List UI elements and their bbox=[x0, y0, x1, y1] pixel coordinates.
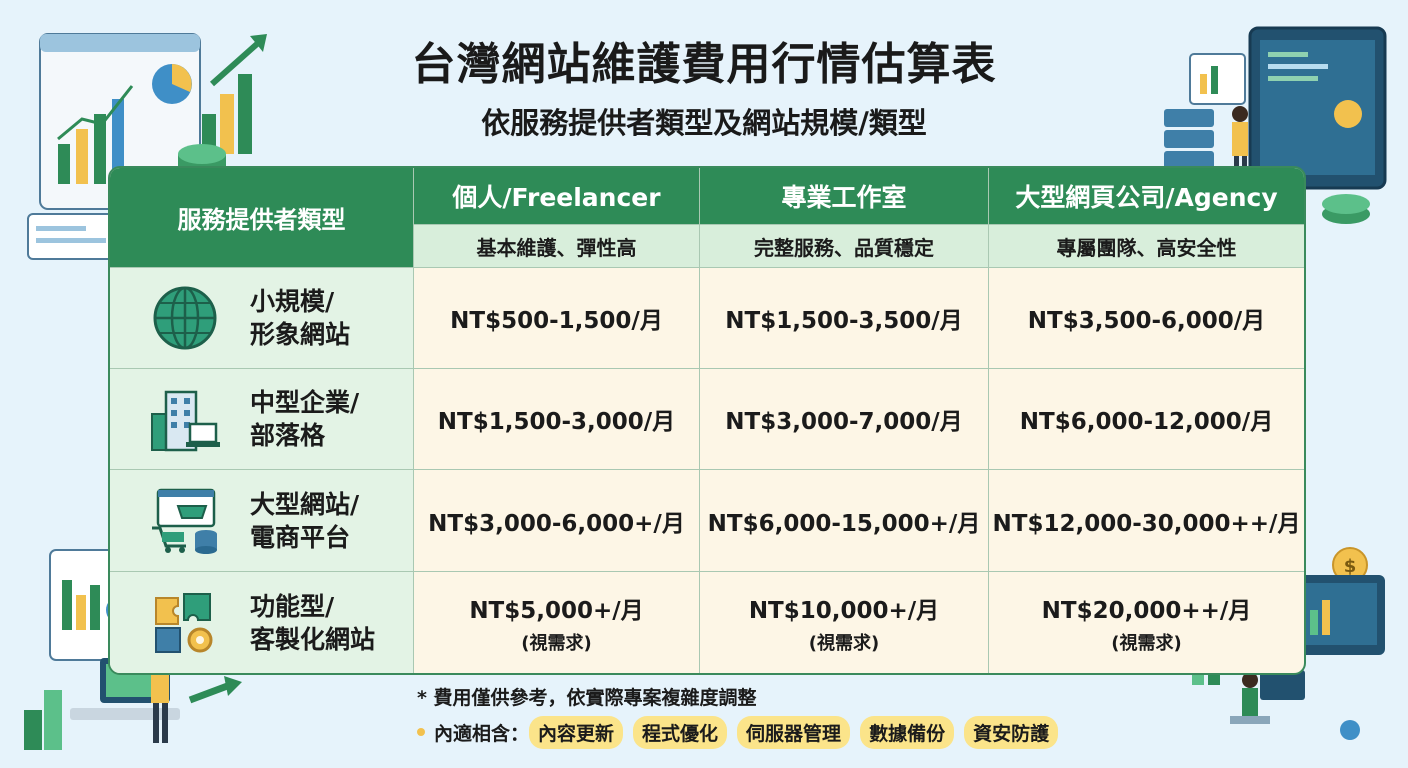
price-text: NT$1,500-3,000/月 bbox=[437, 409, 676, 435]
price-text: NT$3,500-6,000/月 bbox=[1027, 308, 1266, 334]
price-text: NT$1,500-3,500/月 bbox=[725, 308, 963, 334]
price-cell: NT$1,500-3,000/月 bbox=[414, 369, 700, 470]
price-note: (視需求) bbox=[1111, 632, 1182, 654]
price-text: NT$6,000-12,000/月 bbox=[1019, 409, 1274, 435]
pricing-table: 服務提供者類型 個人/Freelancer 專業工作室 大型網頁公司/Agenc… bbox=[108, 166, 1306, 675]
price-cell: NT$1,500-3,500/月 bbox=[700, 268, 989, 369]
provider-desc-freelancer: 基本維護、彈性高 bbox=[414, 225, 700, 268]
price-text: NT$500-1,500/月 bbox=[450, 308, 663, 334]
price-cell: NT$5,000+/月 (視需求) bbox=[414, 572, 700, 673]
provider-desc-agency: 專屬團隊、高安全性 bbox=[989, 225, 1304, 268]
bullet-dot bbox=[417, 728, 425, 736]
corner-header: 服務提供者類型 bbox=[110, 168, 414, 268]
price-text: NT$3,000-7,000/月 bbox=[725, 409, 963, 435]
svg-text:$: $ bbox=[1344, 556, 1357, 577]
price-cell: NT$20,000++/月 (視需求) bbox=[989, 572, 1304, 673]
price-text: NT$5,000+/月 bbox=[469, 597, 644, 624]
price-cell: NT$10,000+/月 (視需求) bbox=[700, 572, 989, 673]
price-cell: NT$12,000-30,000++/月 bbox=[989, 470, 1304, 572]
page-title: 台灣網站維護費用行情估算表 bbox=[411, 39, 997, 90]
price-cell: NT$3,000-7,000/月 bbox=[700, 369, 989, 470]
price-cell: NT$3,000-6,000+/月 bbox=[414, 470, 700, 572]
row-header-small-site: 小規模/ 形象網站 bbox=[110, 268, 414, 369]
row-label: 中型企業/ 部落格 bbox=[250, 388, 360, 450]
row-header-custom-site: 功能型/ 客製化網站 bbox=[110, 572, 414, 673]
analytics-monitor-illustration bbox=[27, 33, 267, 260]
row-label: 小規模/ 形象網站 bbox=[250, 287, 351, 349]
provider-header-agency: 大型網頁公司/Agency bbox=[989, 168, 1304, 225]
provider-header-freelancer: 個人/Freelancer bbox=[414, 168, 700, 225]
service-tag: 資安防護 bbox=[964, 715, 1059, 749]
service-tag: 數據備份 bbox=[860, 715, 955, 749]
price-text: NT$3,000-6,000+/月 bbox=[428, 510, 685, 537]
included-label: 內適相含： bbox=[434, 722, 530, 745]
included-services: 內適相含： 內容更新 程式優化 伺服器管理 數據備份 資安防護 bbox=[417, 715, 1068, 749]
office-building-icon bbox=[151, 390, 220, 452]
price-cell: NT$6,000-12,000/月 bbox=[989, 369, 1304, 470]
provider-header-studio: 專業工作室 bbox=[700, 168, 989, 225]
row-label: 大型網站/ 電商平台 bbox=[250, 489, 360, 552]
developer-monitor-illustration bbox=[1164, 26, 1387, 224]
price-text: NT$20,000++/月 bbox=[1041, 597, 1252, 624]
price-note: (視需求) bbox=[808, 632, 880, 654]
page-subtitle: 依服務提供者類型及網站規模/類型 bbox=[481, 106, 927, 140]
price-text: NT$6,000-15,000+/月 bbox=[707, 510, 981, 537]
price-cell: NT$500-1,500/月 bbox=[414, 268, 700, 369]
row-header-large-ecommerce: 大型網站/ 電商平台 bbox=[110, 470, 414, 572]
price-cell: NT$3,500-6,000/月 bbox=[989, 268, 1304, 369]
service-tag: 內容更新 bbox=[529, 715, 624, 749]
price-text: NT$12,000-30,000++/月 bbox=[992, 510, 1301, 537]
price-text: NT$10,000+/月 bbox=[748, 597, 940, 624]
globe-icon bbox=[153, 286, 217, 350]
service-tag: 程式優化 bbox=[633, 715, 728, 749]
price-cell: NT$6,000-15,000+/月 bbox=[700, 470, 989, 572]
footnote: * 費用僅供參考，依實際專案複雜度調整 bbox=[417, 687, 757, 709]
service-tag: 伺服器管理 bbox=[737, 715, 851, 749]
puzzle-gear-icon bbox=[155, 592, 213, 653]
shopping-cart-icon bbox=[152, 488, 217, 554]
row-header-mid-business: 中型企業/ 部落格 bbox=[110, 369, 414, 470]
row-label: 功能型/ 客製化網站 bbox=[250, 591, 376, 654]
provider-desc-studio: 完整服務、品質穩定 bbox=[700, 225, 989, 268]
price-note: (視需求) bbox=[521, 632, 592, 654]
